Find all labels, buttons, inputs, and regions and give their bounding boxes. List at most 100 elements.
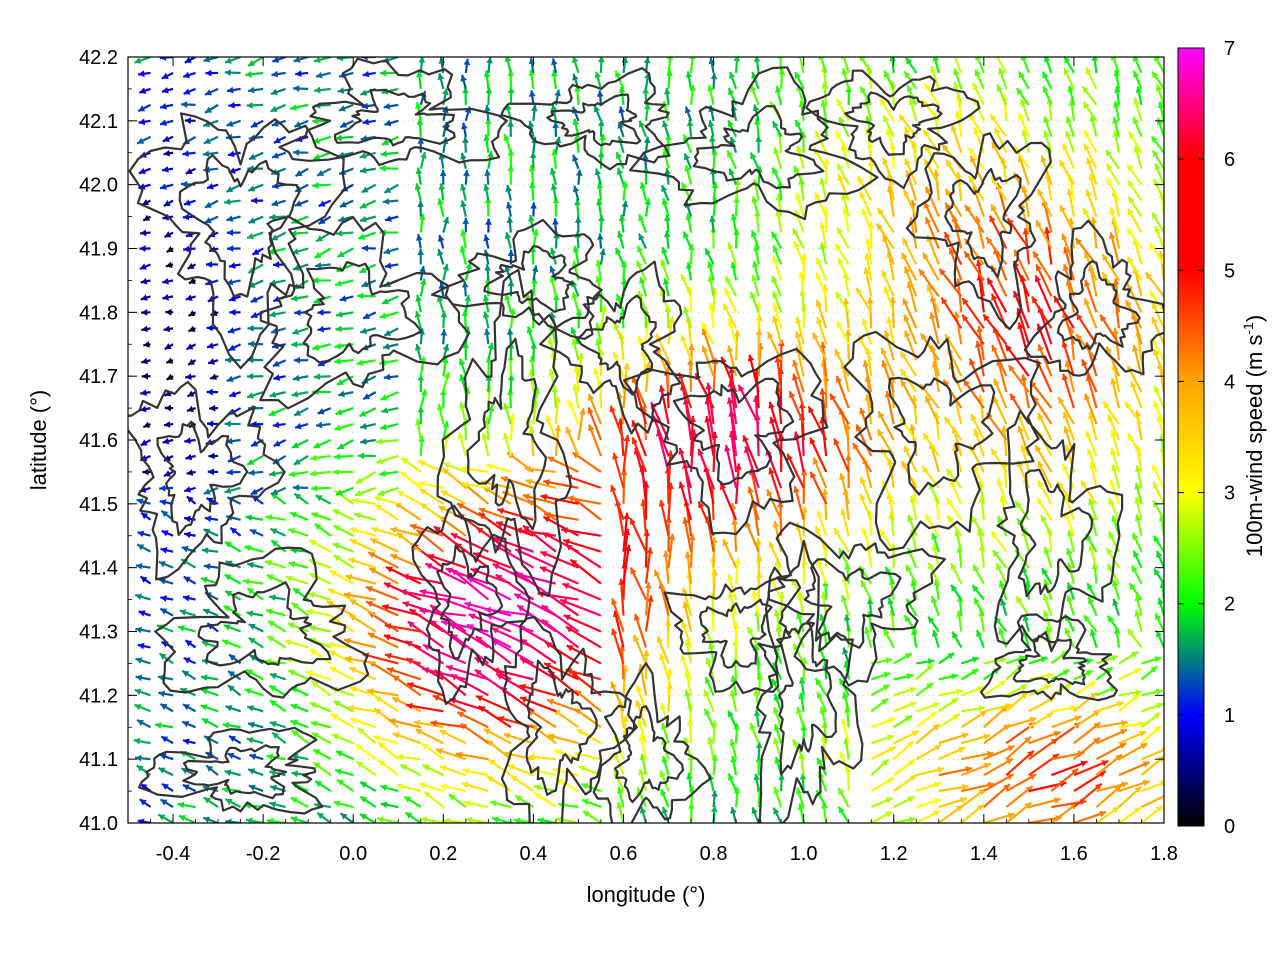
wind-arrow-head xyxy=(244,688,252,695)
wind-arrow-head xyxy=(384,652,392,660)
colorbar-title: 100m-wind speed (m s-1) xyxy=(1240,315,1267,557)
wind-arrow-head xyxy=(338,390,345,398)
y-tick-label: 41.3 xyxy=(79,622,118,644)
wind-arrow-head xyxy=(555,816,563,823)
wind-arrow-head xyxy=(838,787,845,795)
wind-arrow-head xyxy=(1154,725,1161,733)
wind-arrow-head xyxy=(206,497,214,504)
wind-arrow-head xyxy=(272,360,280,367)
wind-arrow-head xyxy=(705,657,712,665)
wind-arrow-head xyxy=(290,703,298,711)
wind-arrow-head xyxy=(401,457,409,464)
wind-arrow-head xyxy=(359,814,367,821)
wind-arrow-head xyxy=(222,639,229,646)
wind-arrow-head xyxy=(374,495,382,503)
wind-arrow-head xyxy=(547,698,555,706)
wind-arrow-head xyxy=(269,685,277,692)
x-tick-label: -0.2 xyxy=(246,843,280,865)
wind-arrow-head xyxy=(719,483,727,491)
wind-arrow-head xyxy=(226,468,233,476)
wind-arrow-shaft xyxy=(744,446,760,489)
wind-arrow-head xyxy=(442,421,450,428)
wind-arrow-head xyxy=(1111,579,1119,587)
wind-arrow-head xyxy=(142,468,149,476)
wind-arrow-shaft xyxy=(1073,770,1107,793)
wind-arrow-head xyxy=(819,706,826,714)
wind-arrow-head xyxy=(573,41,580,48)
wind-arrow-head xyxy=(285,575,293,582)
wind-arrow-head xyxy=(350,539,358,546)
wind-arrow-head xyxy=(396,532,404,540)
wind-arrow-head xyxy=(507,764,515,771)
wind-arrow-head xyxy=(949,39,955,46)
wind-arrow-shaft xyxy=(562,539,602,553)
wind-arrow-head xyxy=(271,488,279,495)
wind-arrow-head xyxy=(457,711,465,718)
wind-arrow-shaft xyxy=(128,518,129,520)
wind-arrow-head xyxy=(799,773,807,780)
wind-arrow-head xyxy=(1132,344,1139,352)
wind-arrow-shaft xyxy=(128,168,129,170)
wind-arrow-head xyxy=(143,341,150,348)
wind-arrow-head xyxy=(519,683,527,691)
wind-arrow-head xyxy=(887,598,894,605)
wind-arrow-head xyxy=(335,768,342,775)
wind-arrow-head xyxy=(611,628,618,636)
wind-arrow-head xyxy=(528,753,536,761)
wind-arrow-head xyxy=(376,438,383,445)
wind-arrow-head xyxy=(979,710,987,718)
wind-arrow-head xyxy=(809,437,816,445)
wind-arrow-head xyxy=(729,41,735,48)
wind-arrow-head xyxy=(203,816,211,823)
wind-arrow-head xyxy=(810,471,817,479)
wind-arrow-head xyxy=(928,616,935,624)
wind-arrow-head xyxy=(774,356,782,363)
wind-arrow-head xyxy=(457,432,465,440)
wind-arrow-head xyxy=(547,456,555,463)
wind-arrow-head xyxy=(273,374,281,381)
wind-arrow-head xyxy=(1020,374,1028,382)
wind-arrow-head xyxy=(766,489,773,497)
wind-arrow-shaft xyxy=(383,634,422,649)
wind-arrow-head xyxy=(834,349,841,357)
wind-arrow-head xyxy=(513,817,521,823)
wind-arrow-head xyxy=(800,724,808,731)
wind-arrow-head xyxy=(908,816,916,823)
wind-arrow-head xyxy=(392,732,400,739)
wind-arrow-head xyxy=(541,605,549,612)
wind-arrow-head xyxy=(658,499,666,507)
wind-arrow-head xyxy=(155,722,162,729)
wind-arrow-head xyxy=(182,594,190,602)
wind-arrow-shaft xyxy=(870,57,872,58)
wind-arrow-shaft xyxy=(779,57,783,74)
wind-arrow-head xyxy=(475,636,483,643)
wind-arrow-head xyxy=(407,682,415,689)
wind-arrow-head xyxy=(567,495,574,502)
wind-arrow-head xyxy=(290,511,297,519)
wind-arrow-head xyxy=(1043,610,1050,618)
wind-arrow-shaft xyxy=(754,395,760,441)
wind-arrow-head xyxy=(528,355,536,363)
wind-arrow-head xyxy=(134,688,142,696)
wind-arrow-shaft xyxy=(678,481,693,521)
wind-arrow-shaft xyxy=(1140,57,1142,58)
wind-arrow-head xyxy=(139,405,147,413)
wind-arrow-head xyxy=(367,688,374,695)
wind-arrow-head xyxy=(926,682,934,690)
wind-arrow-head xyxy=(588,393,595,401)
wind-arrow-head xyxy=(465,816,473,823)
wind-arrow-head xyxy=(416,529,424,537)
wind-arrow-head xyxy=(1020,692,1028,699)
wind-arrow-head xyxy=(272,421,280,429)
wind-arrow-head xyxy=(1066,548,1073,556)
wind-arrow-head xyxy=(293,458,301,465)
wind-arrow-head xyxy=(1105,667,1113,674)
wind-arrow-head xyxy=(1080,480,1088,488)
wind-arrow-head xyxy=(464,601,472,608)
wind-arrow-head xyxy=(965,766,973,773)
wind-arrow-head xyxy=(264,559,272,567)
wind-arrow-head xyxy=(227,685,235,692)
wind-arrow-head xyxy=(139,799,147,806)
wind-arrow-head xyxy=(722,539,729,547)
wind-arrow-head xyxy=(117,469,123,476)
